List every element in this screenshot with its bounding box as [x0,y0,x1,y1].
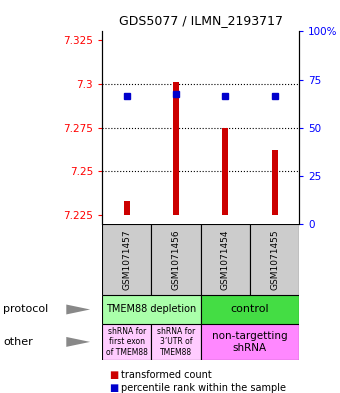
Text: GSM1071456: GSM1071456 [171,229,181,290]
Bar [222,128,228,215]
Text: shRNA for
first exon
of TMEM88: shRNA for first exon of TMEM88 [106,327,148,357]
Text: transformed count: transformed count [121,370,211,380]
Text: non-targetting
shRNA: non-targetting shRNA [212,331,288,353]
Bar [201,324,299,360]
Bar [272,151,277,215]
Text: ■: ■ [109,370,118,380]
Text: GSM1071454: GSM1071454 [221,229,230,290]
Bar [173,82,179,215]
Text: other: other [3,337,33,347]
Text: ■: ■ [109,383,118,393]
Bar [102,295,201,324]
Bar [151,324,201,360]
Text: GSM1071455: GSM1071455 [270,229,279,290]
Bar [201,224,250,295]
Polygon shape [66,305,90,314]
Polygon shape [66,337,90,347]
Bar [201,295,299,324]
Bar [124,201,130,215]
Text: percentile rank within the sample: percentile rank within the sample [121,383,286,393]
Text: shRNA for
3’UTR of
TMEM88: shRNA for 3’UTR of TMEM88 [157,327,195,357]
Text: control: control [231,305,269,314]
Title: GDS5077 / ILMN_2193717: GDS5077 / ILMN_2193717 [119,15,283,28]
Text: protocol: protocol [3,305,49,314]
Bar [102,224,151,295]
Text: GSM1071457: GSM1071457 [122,229,131,290]
Bar [102,324,151,360]
Bar [250,224,299,295]
Text: TMEM88 depletion: TMEM88 depletion [106,305,197,314]
Bar [151,224,201,295]
